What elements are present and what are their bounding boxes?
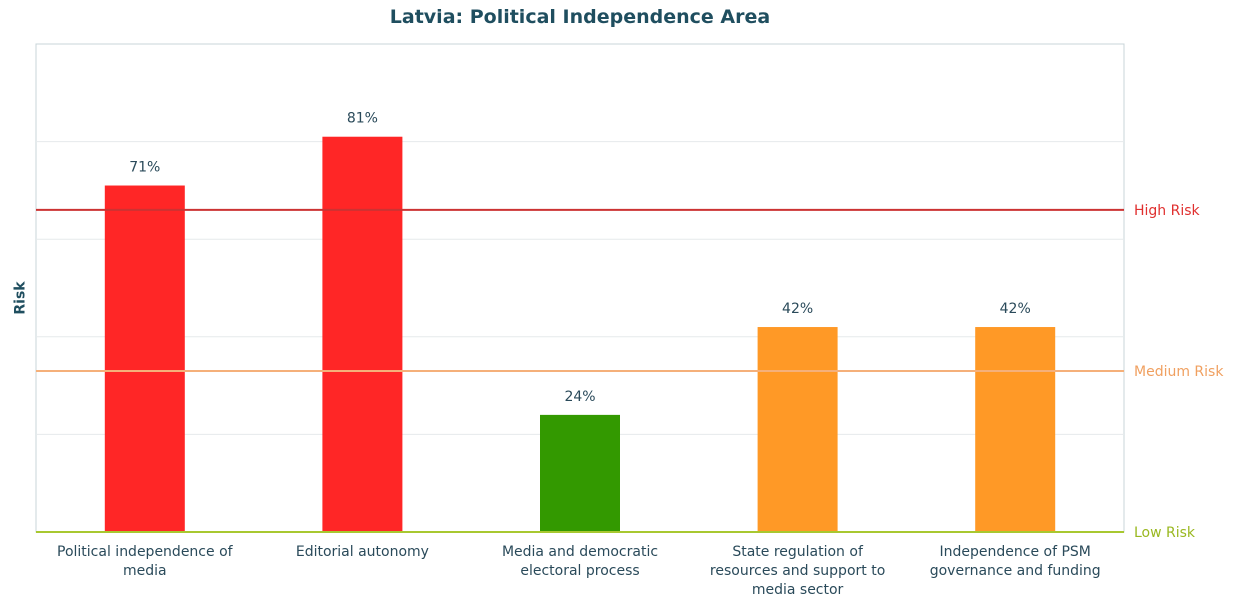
data-label: 71% (129, 160, 160, 176)
category-label: State regulation of resources and support… (710, 544, 885, 598)
bar (975, 327, 1056, 532)
data-label: 24% (564, 389, 595, 405)
category-label: Editorial autonomy (296, 544, 429, 560)
data-label: 81% (347, 111, 378, 127)
category-label: Political independence of media (57, 544, 234, 579)
data-label: 42% (782, 301, 813, 317)
threshold-label: Medium Risk (1134, 364, 1224, 380)
bar (322, 136, 403, 532)
chart-title: Latvia: Political Independence Area (389, 6, 771, 28)
bar (757, 327, 838, 532)
bar (104, 185, 185, 532)
category-label: Media and democratic electoral process (502, 544, 658, 579)
threshold-label: High Risk (1134, 203, 1201, 219)
data-label: 42% (1000, 301, 1031, 317)
threshold-label: Low Risk (1134, 525, 1196, 541)
bar (540, 414, 620, 532)
category-label: Independence of PSM governance and fundin… (930, 544, 1101, 579)
